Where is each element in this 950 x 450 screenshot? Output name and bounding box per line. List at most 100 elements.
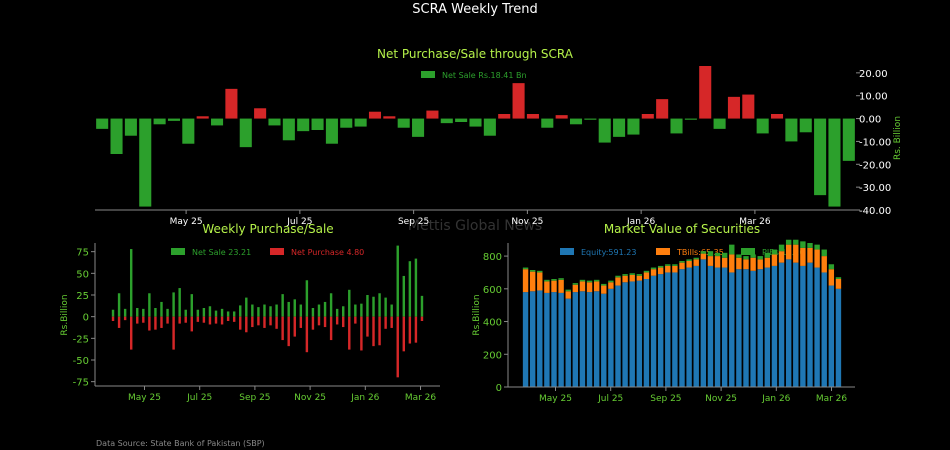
top-bar — [526, 114, 539, 119]
market-tbills-bar — [544, 281, 550, 293]
market-equity-bar — [558, 292, 564, 387]
market-ytick-label: 800 — [483, 252, 502, 263]
market-y-axis-label: Rs.Billion — [472, 294, 482, 335]
market-pibs-bar — [729, 244, 735, 255]
weekly-sale-bar — [311, 308, 315, 317]
weekly-sale-bar — [354, 304, 357, 317]
weekly-sale-bar — [317, 304, 321, 317]
weekly-sale-bar — [402, 275, 406, 317]
weekly-purchase-bar — [287, 316, 290, 347]
top-bar — [211, 118, 224, 126]
market-equity-bar — [579, 291, 586, 387]
market-legend-swatch-pibs — [741, 248, 755, 255]
top-bar — [799, 118, 812, 133]
market-ytick-label: 0 — [496, 383, 502, 394]
weekly-purchase-bar — [226, 316, 230, 321]
market-tbills-bar — [750, 257, 756, 271]
weekly-sale-bar — [245, 297, 248, 317]
market-pibs-bar — [828, 264, 835, 270]
weekly-purchase-bar — [172, 316, 175, 350]
weekly-sale-bar — [378, 293, 381, 317]
weekly-sale-bar — [287, 301, 290, 317]
weekly-purchase-bar — [281, 316, 284, 341]
market-pibs-bar — [565, 289, 571, 292]
weekly-sale-bar — [226, 311, 230, 317]
top-bar — [512, 83, 525, 119]
weekly-y-ticks: 75 50 25 0 -25 -50 -75 — [73, 248, 95, 389]
weekly-purchase-bar — [378, 316, 381, 346]
market-equity-bar — [657, 274, 664, 387]
market-pibs-bar — [608, 280, 614, 283]
market-tbills-bar — [601, 285, 607, 294]
weekly-purchase-bar — [129, 316, 133, 350]
top-bar — [254, 108, 267, 119]
market-equity-bar — [757, 269, 763, 387]
top-bar — [354, 118, 367, 127]
weekly-legend-sale: Net Sale 23.21 — [192, 248, 251, 257]
market-pibs-bar — [679, 261, 685, 263]
market-pibs-bar — [793, 239, 799, 245]
market-tbills-bar — [807, 247, 813, 263]
weekly-sale-bar — [360, 303, 363, 317]
weekly-xtick-label: May 25 — [128, 393, 161, 403]
market-tbills-bar — [657, 267, 664, 275]
market-pibs-bar — [665, 264, 671, 266]
market-equity-bar — [736, 269, 742, 387]
top-bar — [340, 118, 353, 128]
market-tbills-bar — [736, 257, 742, 270]
weekly-purchase-bar — [239, 316, 242, 330]
weekly-purchase-bar — [420, 316, 424, 321]
weekly-purchase-bar — [196, 316, 200, 322]
weekly-sale-bar — [202, 308, 206, 317]
weekly-purchase-bar — [311, 316, 315, 330]
market-equity-bar — [693, 265, 699, 387]
market-equity-bar — [714, 267, 721, 387]
top-bar — [785, 118, 798, 142]
weekly-purchase-bar — [414, 316, 418, 343]
top-bar — [196, 116, 209, 119]
market-tbills-bar — [522, 269, 529, 293]
market-equity-bar — [636, 280, 643, 387]
weekly-purchase-bar — [342, 316, 345, 328]
weekly-legend-swatch-purchase — [270, 248, 284, 255]
market-pibs-bar — [771, 249, 778, 255]
market-equity-bar — [593, 291, 600, 387]
weekly-sale-bar — [154, 308, 157, 317]
market-pibs-bar — [785, 239, 792, 245]
weekly-ytick-label: 50 — [76, 269, 89, 280]
market-tbills-bar — [800, 247, 806, 266]
market-legend-equity: Equity:591.23 — [581, 248, 636, 257]
weekly-sale-bar — [408, 261, 412, 317]
top-bar — [814, 118, 827, 196]
market-tbills-bar — [643, 272, 650, 279]
market-legend-swatch-tbills — [656, 248, 670, 255]
market-equity-bar — [835, 288, 842, 387]
weekly-bars — [94, 243, 440, 387]
weekly-sale-bar — [172, 292, 175, 317]
market-equity-bar — [764, 267, 771, 387]
market-pibs-bar — [650, 267, 657, 270]
weekly-purchase-bar — [202, 316, 206, 323]
market-tbills-bar — [565, 291, 571, 299]
top-bar — [828, 118, 841, 207]
top-bar — [397, 118, 410, 128]
top-bar — [297, 118, 310, 132]
weekly-purchase-bar — [178, 316, 181, 324]
weekly-purchase-bar — [402, 316, 406, 352]
weekly-purchase-bar — [305, 316, 309, 353]
weekly-purchase-bar — [269, 316, 272, 326]
top-bar — [727, 96, 740, 119]
top-xtick-label: Mar 26 — [739, 217, 771, 227]
weekly-purchase-bar — [354, 316, 357, 324]
weekly-purchase-bar — [136, 316, 139, 324]
market-equity-bar — [700, 259, 707, 387]
weekly-xtick-label: Jan 26 — [350, 393, 379, 403]
market-tbills-bar — [593, 281, 600, 292]
top-bar — [498, 114, 511, 119]
market-pibs-bar — [572, 283, 579, 285]
market-pibs-bar — [586, 280, 593, 283]
weekly-purchase-bar — [166, 316, 169, 324]
market-tbills-bar — [537, 272, 543, 291]
weekly-sale-bar — [178, 288, 181, 317]
page-title: SCRA Weekly Trend — [412, 2, 538, 17]
